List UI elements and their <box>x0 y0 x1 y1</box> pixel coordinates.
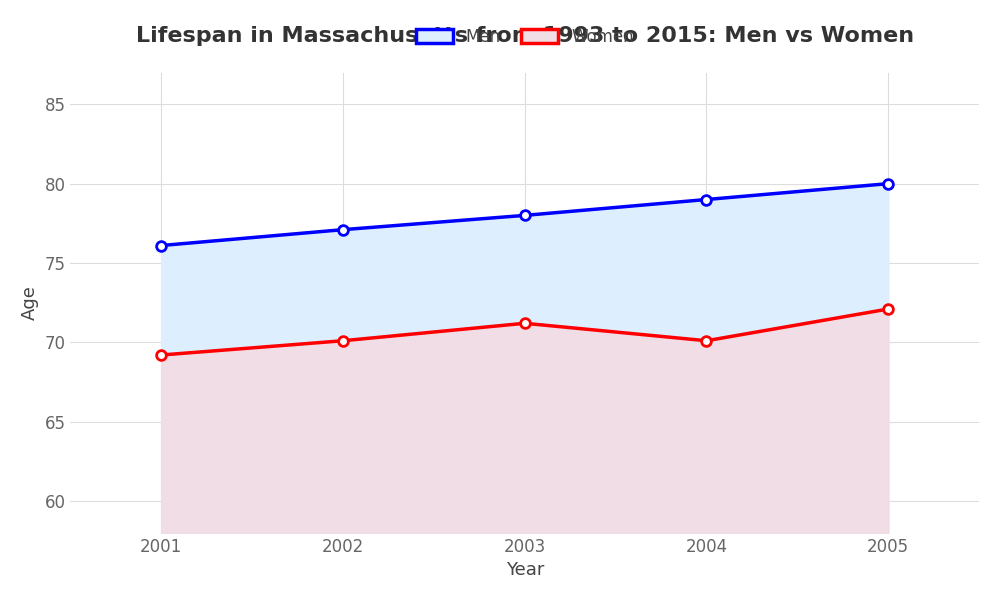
Title: Lifespan in Massachusetts from 1993 to 2015: Men vs Women: Lifespan in Massachusetts from 1993 to 2… <box>136 26 914 46</box>
Legend: Men, Women: Men, Women <box>409 21 640 52</box>
X-axis label: Year: Year <box>506 561 544 579</box>
Y-axis label: Age: Age <box>21 285 39 320</box>
